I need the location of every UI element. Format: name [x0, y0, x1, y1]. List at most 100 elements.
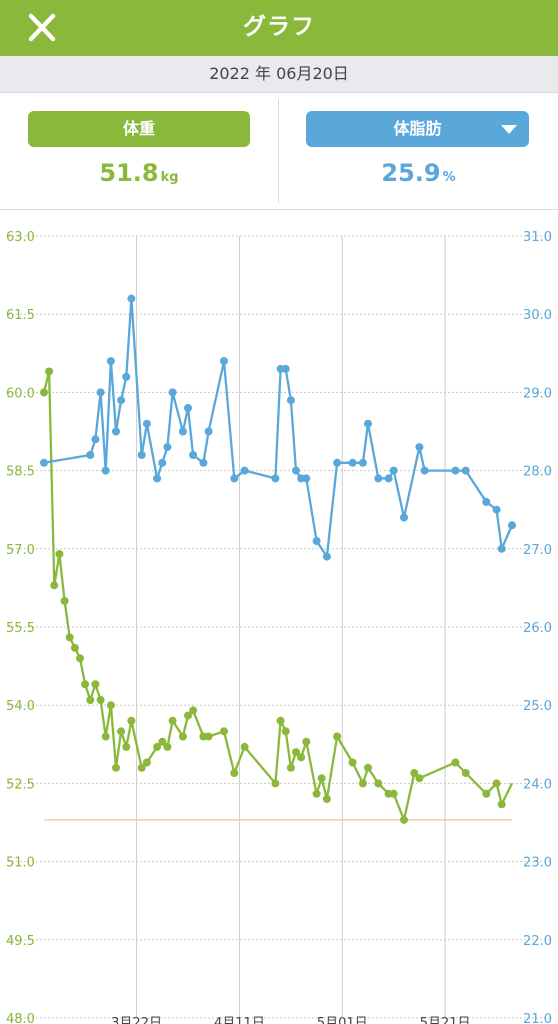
weight-data-point — [240, 742, 249, 751]
weight-data-point — [358, 779, 367, 788]
body-fat-data-point — [281, 364, 290, 373]
body-fat-data-point — [333, 458, 342, 467]
weight-value: 51.8 kg — [0, 159, 278, 187]
weight-data-point — [153, 742, 162, 751]
body-fat-data-point — [348, 458, 357, 467]
body-fat-data-point — [40, 458, 48, 467]
x-tick-label: 5月01日 — [317, 1016, 368, 1024]
body-fat-data-point — [312, 537, 321, 545]
weight-data-point — [178, 732, 187, 741]
body-fat-data-point — [168, 388, 177, 397]
weight-data-point — [117, 727, 126, 736]
body-fat-data-point — [220, 357, 228, 366]
body-fat-data-point — [96, 388, 105, 397]
weight-data-point — [137, 763, 146, 772]
body-fat-series-line — [43, 297, 514, 558]
stats-panel: 体重 体脂肪 51.8 kg 25.9% — [0, 93, 558, 210]
weight-data-point — [96, 696, 105, 704]
weight-data-point — [482, 789, 491, 798]
body-fat-data-point — [106, 357, 115, 366]
weight-data-point — [81, 680, 90, 689]
right-tick-label: 25.0 — [523, 699, 552, 714]
weight-data-point — [86, 696, 95, 704]
left-tick-label: 55.5 — [6, 621, 35, 636]
right-tick-label: 23.0 — [523, 856, 552, 871]
body-fat-data-point — [142, 419, 151, 428]
weight-data-point — [281, 727, 290, 736]
body-fat-data-point — [384, 474, 393, 483]
right-tick-label: 31.0 — [523, 230, 552, 245]
weight-data-point — [410, 769, 419, 777]
weight-data-point — [348, 758, 357, 767]
weight-data-point — [142, 758, 151, 767]
x-tick-label: 3月22日 — [111, 1016, 162, 1024]
body-fat-data-point — [364, 419, 372, 428]
weight-number: 51.8 — [99, 159, 159, 187]
right-tick-label: 29.0 — [523, 386, 552, 401]
body-fat-data-point — [400, 513, 408, 522]
body-fat-data-point — [415, 443, 424, 452]
left-tick-label: 54.0 — [6, 699, 35, 714]
weight-data-point — [112, 763, 120, 772]
weight-data-point — [312, 789, 321, 798]
left-tick-label: 49.5 — [6, 934, 35, 949]
x-tick-label: 5月21日 — [420, 1016, 471, 1024]
weight-button[interactable]: 体重 — [28, 111, 250, 147]
weight-data-point — [302, 737, 311, 746]
chevron-down-icon — [501, 125, 517, 134]
body-fat-data-point — [117, 396, 126, 405]
weight-fat-chart[interactable]: 63.0 31.0 61.5 30.0 60.0 29.0 58.5 28.0 57.0 27.0… — [0, 210, 558, 1024]
body-fat-data-point — [358, 458, 367, 467]
left-tick-label: 63.0 — [6, 230, 35, 245]
body-fat-button-label: 体脂肪 — [393, 119, 442, 138]
body-fat-data-point — [492, 505, 501, 514]
left-tick-label: 48.0 — [6, 1012, 35, 1024]
weight-data-point — [55, 550, 64, 558]
weight-data-point — [230, 769, 239, 777]
title-bar: グラフ — [0, 0, 558, 56]
body-fat-data-point — [101, 466, 110, 475]
body-fat-data-point — [163, 443, 172, 452]
body-fat-data-point — [286, 396, 295, 405]
weight-data-point — [184, 711, 192, 720]
body-fat-data-point — [420, 466, 429, 475]
body-fat-data-point — [302, 474, 311, 483]
body-fat-data-point — [122, 372, 131, 381]
left-tick-label: 58.5 — [6, 465, 35, 480]
body-fat-value: 25.9% — [279, 159, 558, 187]
weight-data-point — [492, 779, 501, 788]
weight-data-point — [106, 701, 115, 710]
left-tick-label: 51.0 — [6, 856, 35, 871]
weight-data-point — [158, 737, 167, 746]
left-tick-label: 57.0 — [6, 543, 35, 558]
right-tick-label: 27.0 — [523, 543, 552, 558]
stats-divider — [278, 99, 279, 203]
body-fat-data-point — [451, 466, 460, 475]
right-tick-label: 28.0 — [523, 465, 552, 480]
weight-data-point — [220, 727, 228, 736]
body-fat-dropdown[interactable]: 体脂肪 — [306, 111, 529, 147]
body-fat-data-point — [189, 451, 198, 459]
close-icon — [28, 13, 56, 42]
body-fat-data-point — [240, 466, 249, 475]
date-label: 2022 年 06月20日 — [0, 56, 558, 93]
right-tick-label: 22.0 — [523, 934, 552, 949]
weight-data-point — [122, 742, 131, 751]
weight-button-label: 体重 — [122, 119, 155, 138]
weight-data-point — [204, 732, 213, 741]
weight-data-point — [497, 800, 506, 809]
weight-data-point — [101, 732, 110, 741]
weight-data-point — [276, 716, 285, 725]
body-fat-data-point — [497, 544, 506, 553]
body-fat-data-point — [292, 466, 300, 475]
body-fat-data-point — [322, 552, 331, 561]
weight-data-point — [91, 680, 100, 689]
weight-data-point — [76, 654, 84, 663]
left-tick-label: 61.5 — [6, 308, 35, 323]
page-title: グラフ — [243, 14, 315, 40]
right-tick-label: 26.0 — [523, 621, 552, 636]
body-fat-data-point — [204, 427, 213, 436]
body-fat-data-point — [230, 474, 239, 483]
close-button[interactable] — [22, 8, 62, 48]
body-fat-data-point — [91, 435, 100, 444]
